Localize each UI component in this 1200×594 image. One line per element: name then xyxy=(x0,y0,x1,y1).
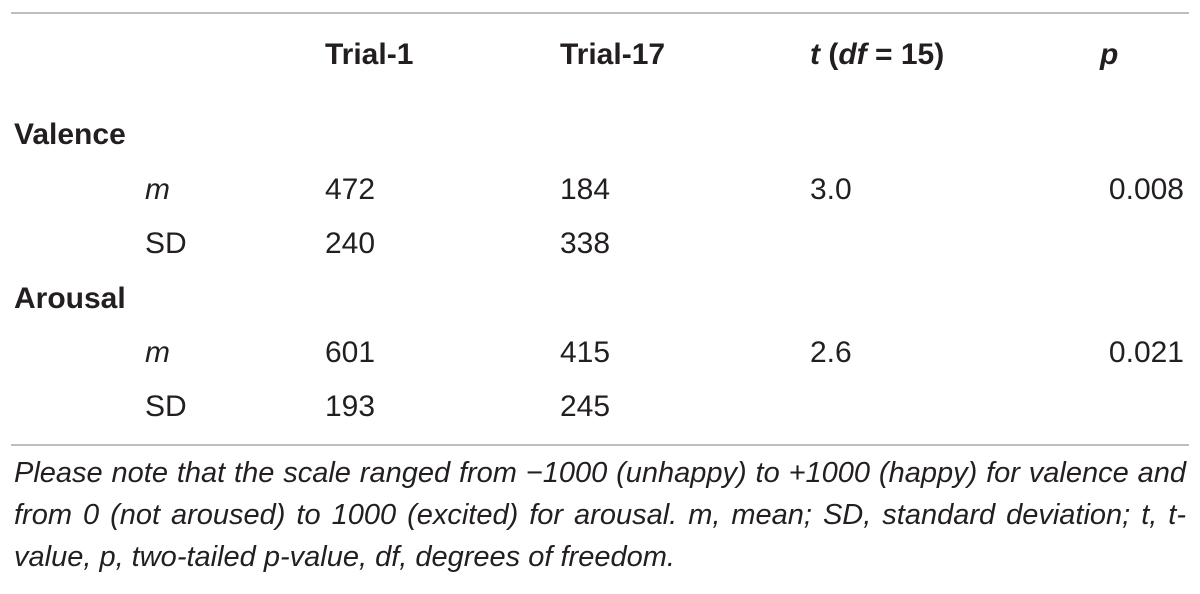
arousal-sd-trial-1: 193 xyxy=(325,390,376,423)
arousal-mean-trial-1: 601 xyxy=(325,336,376,369)
header-p: p xyxy=(1100,38,1119,71)
valence-sd-trial-1: 240 xyxy=(325,227,376,260)
header-t-open: ( xyxy=(820,38,839,71)
valence-p-value: 0.008 xyxy=(1108,173,1184,206)
section-label-valence: Valence xyxy=(14,118,126,151)
header-trial-17: Trial-17 xyxy=(560,38,666,71)
header-df-value: = 15) xyxy=(866,38,945,71)
arousal-sd-trial-17: 245 xyxy=(560,390,611,423)
valence-stat-label: m xyxy=(145,173,170,206)
header-t-symbol: t xyxy=(810,38,820,71)
arousal-t-value: 2.6 xyxy=(810,336,852,369)
valence-sd-label: SD xyxy=(145,227,187,260)
table-top-rule xyxy=(11,12,1189,14)
header-trial-1: Trial-1 xyxy=(325,38,414,71)
valence-mean-trial-17: 184 xyxy=(560,173,611,206)
arousal-mean-trial-17: 415 xyxy=(560,336,611,369)
header-t-statistic: t (df = 15) xyxy=(810,37,944,73)
arousal-sd-label: SD xyxy=(145,390,187,423)
valence-sd-trial-17: 338 xyxy=(560,227,611,260)
arousal-stat-label: m xyxy=(145,336,170,369)
header-df-symbol: df xyxy=(838,38,867,71)
arousal-p-value: 0.021 xyxy=(1108,336,1184,369)
valence-t-value: 3.0 xyxy=(810,173,852,206)
section-label-arousal: Arousal xyxy=(14,282,126,315)
valence-mean-trial-1: 472 xyxy=(325,173,376,206)
table-bottom-rule xyxy=(11,444,1189,446)
table-footnote: Please note that the scale ranged from −… xyxy=(14,457,1186,573)
